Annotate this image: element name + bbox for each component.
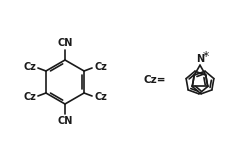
Text: *: * [203,50,209,63]
Text: Cz: Cz [94,92,107,102]
Text: Cz: Cz [23,92,36,102]
Text: Cz: Cz [23,62,36,72]
Text: CN: CN [57,116,73,126]
Text: Cz=: Cz= [143,75,166,85]
Text: N: N [196,54,204,64]
Text: CN: CN [57,38,73,48]
Text: Cz: Cz [94,62,107,72]
